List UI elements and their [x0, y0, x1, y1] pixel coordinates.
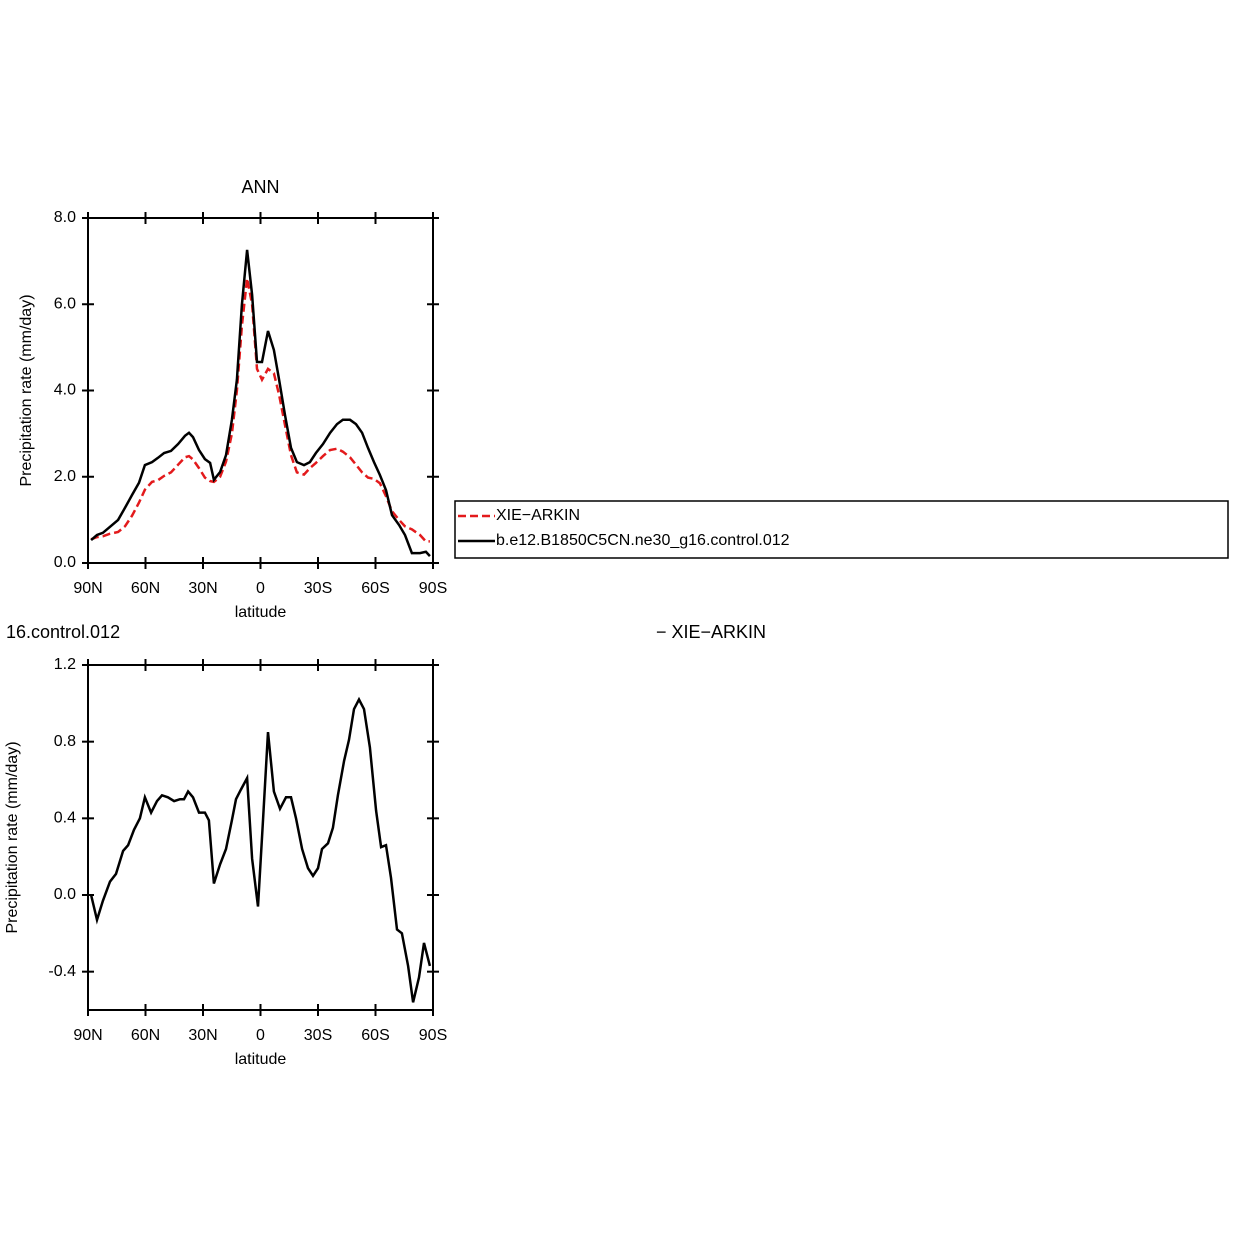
y-tick-label: 0.0	[54, 886, 76, 903]
x-axis-label: latitude	[235, 604, 287, 621]
y-tick-label: 2.0	[54, 468, 76, 485]
data-line	[89, 696, 432, 1003]
data-line	[90, 249, 431, 557]
x-tick-label: 90S	[419, 1027, 447, 1044]
y-axis-label: Precipitation rate (mm/day)	[18, 294, 35, 486]
x-tick-label: 30N	[188, 580, 217, 597]
x-tick-label: 60N	[131, 1027, 160, 1044]
chart-title-right: − XIE−ARKIN	[656, 622, 766, 642]
x-tick-label: 60N	[131, 580, 160, 597]
y-tick-label: 0.0	[54, 554, 76, 571]
x-tick-label: 0	[256, 1027, 265, 1044]
legend-box	[454, 500, 1229, 559]
y-tick-label: 1.2	[54, 656, 76, 673]
y-tick-label: -0.4	[48, 963, 76, 980]
x-tick-label: 30N	[188, 1027, 217, 1044]
x-tick-label: 90N	[73, 580, 102, 597]
chart-title-left: 16.control.012	[6, 622, 120, 642]
x-tick-label: 30S	[304, 580, 332, 597]
y-tick-label: 8.0	[54, 209, 76, 226]
x-tick-label: 60S	[361, 580, 389, 597]
plot-frame	[87, 217, 434, 564]
y-tick-label: 0.4	[54, 810, 76, 827]
legend-label: b.e12.B1850C5CN.ne30_g16.control.012	[496, 532, 790, 549]
x-tick-label: 30S	[304, 1027, 332, 1044]
x-tick-label: 0	[256, 580, 265, 597]
data-line	[90, 278, 430, 543]
x-axis-label: latitude	[235, 1051, 287, 1068]
y-tick-label: 6.0	[54, 295, 76, 312]
chart-title: ANN	[241, 177, 279, 197]
legend-label: XIE−ARKIN	[496, 507, 580, 524]
y-axis-label: Precipitation rate (mm/day)	[4, 741, 21, 933]
x-tick-label: 90S	[419, 580, 447, 597]
y-tick-label: 0.8	[54, 733, 76, 750]
y-tick-label: 4.0	[54, 382, 76, 399]
x-tick-label: 90N	[73, 1027, 102, 1044]
plot-frame	[87, 664, 434, 1011]
x-tick-label: 60S	[361, 1027, 389, 1044]
